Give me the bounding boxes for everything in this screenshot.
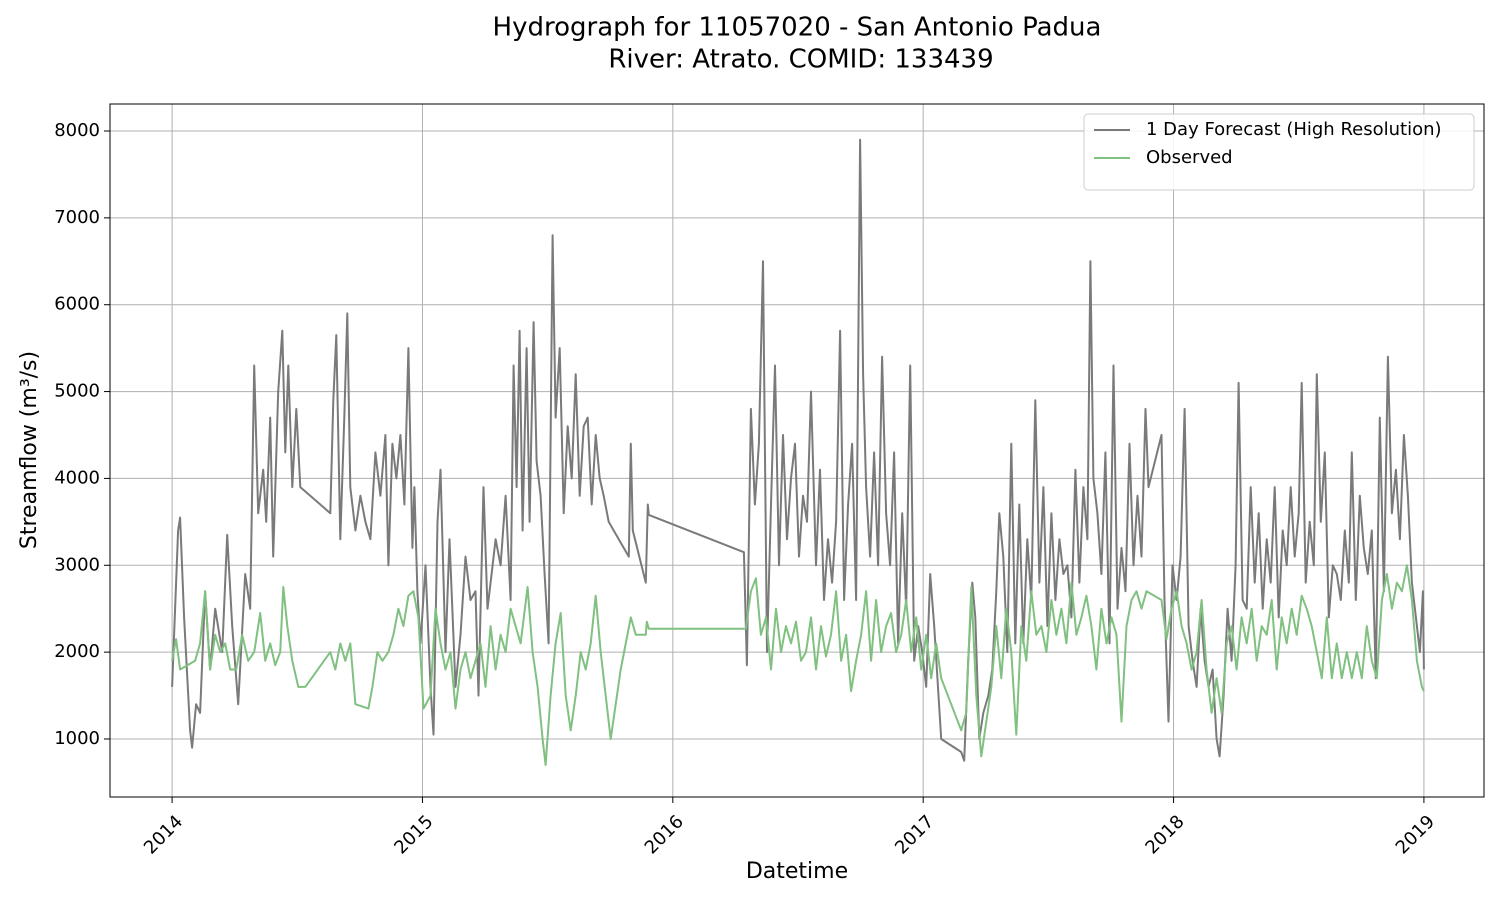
y-tick-label: 4000 (54, 467, 100, 488)
legend-box (1083, 113, 1475, 191)
series-line (171, 564, 1425, 766)
x-axis-label: Datetime (746, 859, 848, 884)
y-tick-label: 6000 (54, 294, 100, 315)
legend: 1 Day Forecast (High Resolution) Observed (1083, 113, 1475, 191)
y-axis-label: Streamflow (m³/s) (17, 351, 42, 549)
plot-frame (109, 103, 1485, 798)
y-tick-label: 5000 (54, 381, 100, 402)
plot-lines (171, 138, 1425, 766)
y-tick-label: 7000 (54, 207, 100, 228)
y-tick-label: 1000 (54, 728, 100, 749)
series-line (171, 138, 1425, 762)
chart-title: Hydrograph for 11057020 - San Antonio Pa… (493, 13, 1102, 43)
legend-label: 1 Day Forecast (High Resolution) (1146, 119, 1442, 140)
y-tick-label: 3000 (54, 554, 100, 575)
chart-subtitle: River: Atrato. COMID: 133439 (608, 45, 993, 75)
legend-label: Observed (1146, 147, 1233, 168)
y-tick-label: 8000 (54, 120, 100, 141)
y-tick-label: 2000 (54, 641, 100, 662)
